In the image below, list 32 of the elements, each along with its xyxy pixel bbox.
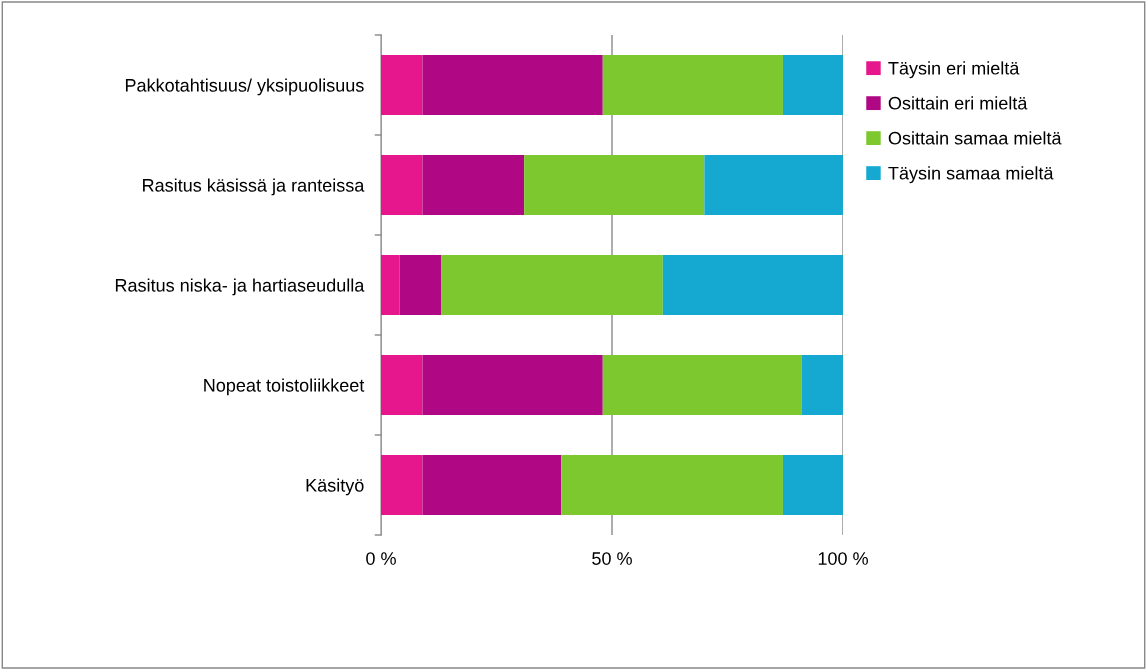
bar [524, 155, 705, 215]
bar [782, 55, 843, 115]
legend-label: Osittain samaa mieltä [888, 131, 1062, 145]
bar [441, 255, 663, 315]
bar [602, 55, 783, 115]
bar [422, 55, 603, 115]
y-tick-label: Pakkotahtisuus/ yksipuolisuus [125, 78, 364, 96]
bar [381, 55, 423, 115]
bar [561, 455, 783, 515]
bar [381, 255, 400, 315]
bar [422, 155, 525, 215]
bar [801, 355, 843, 415]
legend-label: Osittain eri mieltä [888, 96, 1028, 110]
bar [704, 155, 843, 215]
legend-label: Täysin eri mieltä [888, 61, 1020, 79]
bar [381, 355, 423, 415]
bar [662, 255, 843, 315]
x-tick-label: 100 % [818, 552, 868, 565]
legend-label: Täysin samaa mieltä [888, 166, 1054, 184]
bar [782, 455, 843, 515]
bar [422, 355, 603, 415]
bar [381, 455, 423, 515]
x-tick-label: 0 % [366, 552, 396, 565]
y-tick-label: Nopeat toistoliikkeet [204, 378, 365, 396]
bar [381, 155, 423, 215]
bar [422, 455, 562, 515]
bar [602, 355, 802, 415]
y-tick-label: Rasitus käsissä ja ranteissa [143, 178, 365, 196]
y-tick-label: Rasitus niska- ja hartiaseudulla [115, 278, 365, 296]
bar [399, 255, 442, 315]
x-tick-label: 50 % [592, 552, 632, 565]
y-tick-label: Käsityö [306, 478, 364, 496]
